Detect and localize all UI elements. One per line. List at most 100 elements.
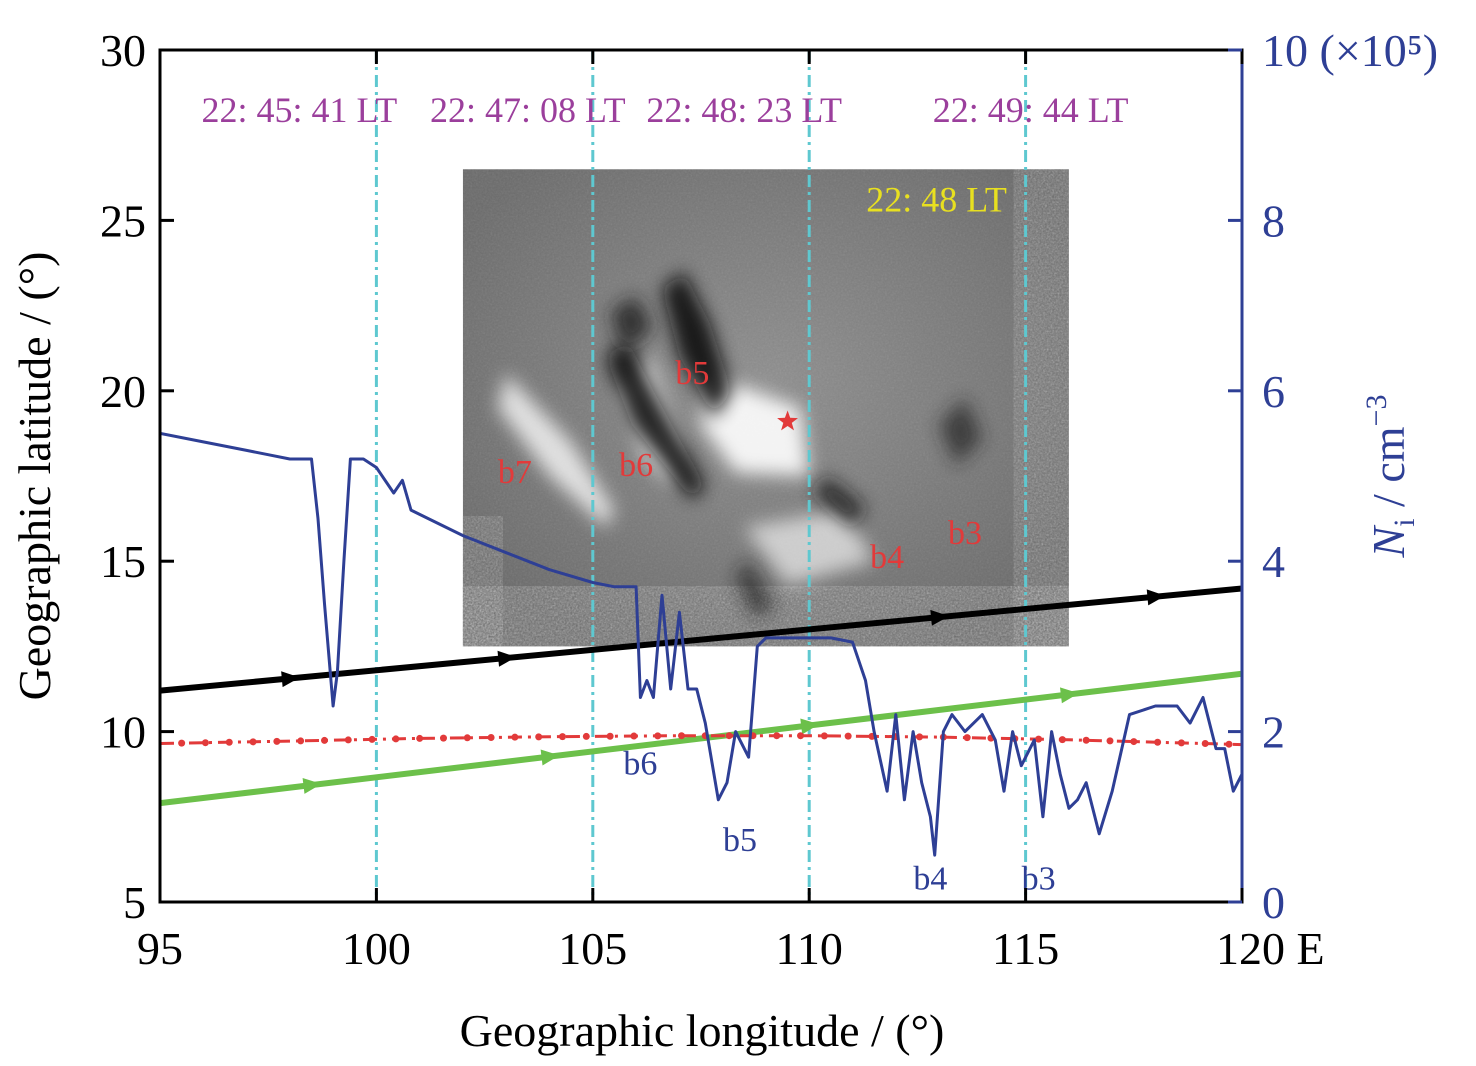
image-bubble-label: b6 bbox=[619, 447, 653, 484]
track-dot bbox=[1225, 740, 1233, 748]
track-dot bbox=[1035, 735, 1043, 743]
x-tick-label: 120 E bbox=[1216, 923, 1325, 974]
track-dot bbox=[678, 732, 686, 740]
track-dot bbox=[416, 734, 424, 742]
y-tick-label: 30 bbox=[100, 25, 146, 76]
track-dot bbox=[368, 735, 376, 743]
image-labels: 22: 48 LT b7 b6 b5 b4 b3 bbox=[498, 179, 1007, 576]
track-dot bbox=[606, 732, 614, 740]
ni-bubble-label: b4 bbox=[913, 860, 947, 897]
y2-tick-label: 4 bbox=[1262, 536, 1285, 587]
track-dot bbox=[963, 734, 971, 742]
track-dot bbox=[463, 734, 471, 742]
track-dot bbox=[559, 733, 567, 741]
track-dot bbox=[773, 732, 781, 740]
track-arrow bbox=[1059, 687, 1079, 704]
image-bubble-label: b3 bbox=[948, 515, 982, 552]
track-dot bbox=[1130, 738, 1138, 746]
y-tick-label: 15 bbox=[100, 536, 146, 587]
image-bubble-label: b5 bbox=[675, 355, 709, 392]
track-dot bbox=[1082, 736, 1090, 744]
x-tick-label: 115 bbox=[992, 923, 1059, 974]
image-bubble-label: b4 bbox=[870, 539, 904, 576]
track-dot bbox=[797, 732, 805, 740]
track-arrow bbox=[930, 609, 949, 626]
y2-tick-label: 8 bbox=[1262, 195, 1285, 246]
y-tick-label: 20 bbox=[100, 366, 146, 417]
track-dot bbox=[1106, 737, 1114, 745]
airglow-streak bbox=[813, 476, 866, 528]
airglow-streak bbox=[735, 561, 775, 616]
track-dot bbox=[820, 732, 828, 740]
track-dot bbox=[535, 733, 543, 741]
image-bubble-label: b7 bbox=[498, 454, 532, 491]
x-tick-label: 105 bbox=[558, 923, 627, 974]
track-dot bbox=[630, 732, 638, 740]
airglow-streak bbox=[605, 339, 706, 500]
y-tick-label: 5 bbox=[123, 877, 146, 928]
track-dot bbox=[582, 732, 590, 740]
y2-axis-title: Ni / cm−3 bbox=[1360, 395, 1421, 559]
lt-marker-label: 22: 48: 23 LT bbox=[646, 90, 842, 130]
airglow-streak bbox=[701, 373, 810, 476]
y-axis-title: Geographic latitude / (°) bbox=[9, 252, 60, 701]
ni-bubble-labels: b6 b5 b4 b3 bbox=[623, 745, 1055, 897]
track-dot bbox=[439, 734, 447, 742]
ni-bubble-label: b6 bbox=[623, 745, 657, 782]
track-dot bbox=[487, 733, 495, 741]
series-line bbox=[160, 431, 1242, 857]
y2-tick-label: 6 bbox=[1262, 366, 1285, 417]
y2-tick-label: 10 (×10⁵) bbox=[1262, 25, 1438, 76]
track-dot bbox=[225, 738, 233, 746]
track-dot bbox=[916, 733, 924, 741]
airglow-image bbox=[462, 169, 1069, 647]
series-line bbox=[160, 585, 1242, 694]
lt-marker-labels: 22: 45: 41 LT 22: 47: 08 LT 22: 48: 23 LT 2… bbox=[202, 90, 1129, 130]
y-tick-label: 10 bbox=[100, 707, 146, 758]
airglow-noise-left bbox=[462, 516, 503, 647]
airglow-streak bbox=[939, 397, 983, 466]
airglow-streak bbox=[744, 510, 875, 586]
star-marker bbox=[777, 410, 798, 431]
x-tick-label: 100 bbox=[342, 923, 411, 974]
ni-bubble-label: b3 bbox=[1022, 860, 1056, 897]
track-dot bbox=[201, 739, 209, 747]
track-dot bbox=[1154, 738, 1162, 746]
track-arrow bbox=[497, 650, 517, 667]
track-dot bbox=[1177, 739, 1185, 747]
track-dot bbox=[844, 732, 852, 740]
track-dot bbox=[725, 732, 733, 740]
track-arrow bbox=[540, 749, 560, 766]
x-tick-label: 110 bbox=[776, 923, 843, 974]
track-dot bbox=[1058, 736, 1066, 744]
track-dot bbox=[511, 733, 519, 741]
track-dot bbox=[392, 735, 400, 743]
track-dot bbox=[344, 736, 352, 744]
track-arrow bbox=[281, 671, 300, 688]
track-dot bbox=[249, 738, 257, 746]
y-tick-label: 25 bbox=[100, 195, 146, 246]
track-arrow bbox=[302, 778, 322, 794]
x-axis-title: Geographic longitude / (°) bbox=[460, 1005, 945, 1056]
track-dot bbox=[273, 737, 281, 745]
lt-marker-label: 22: 47: 08 LT bbox=[430, 90, 626, 130]
lt-marker-label: 22: 49: 44 LT bbox=[933, 90, 1129, 130]
track-dot bbox=[178, 739, 186, 747]
ni-bubble-label: b5 bbox=[723, 822, 757, 859]
track-arrow bbox=[800, 718, 820, 735]
y2-tick-label: 2 bbox=[1262, 707, 1285, 758]
y2-tick-label: 0 bbox=[1262, 877, 1285, 928]
track-dot bbox=[654, 732, 662, 740]
track-dot bbox=[297, 737, 305, 745]
lt-marker-label: 22: 45: 41 LT bbox=[202, 90, 398, 130]
axis-ticks: 95 100 105 110 115 120 E 5 10 15 20 25 30 0 2 4 6 8 10 (×… bbox=[100, 25, 1438, 974]
series-layer bbox=[160, 431, 1242, 857]
airglow-streak bbox=[662, 271, 732, 419]
track-dot bbox=[1201, 740, 1209, 748]
airglow-time-label: 22: 48 LT bbox=[866, 179, 1007, 219]
airglow-streak bbox=[497, 373, 615, 528]
track-dot bbox=[320, 736, 328, 744]
airglow-noise-right bbox=[1013, 169, 1069, 647]
airglow-streak bbox=[610, 295, 654, 350]
